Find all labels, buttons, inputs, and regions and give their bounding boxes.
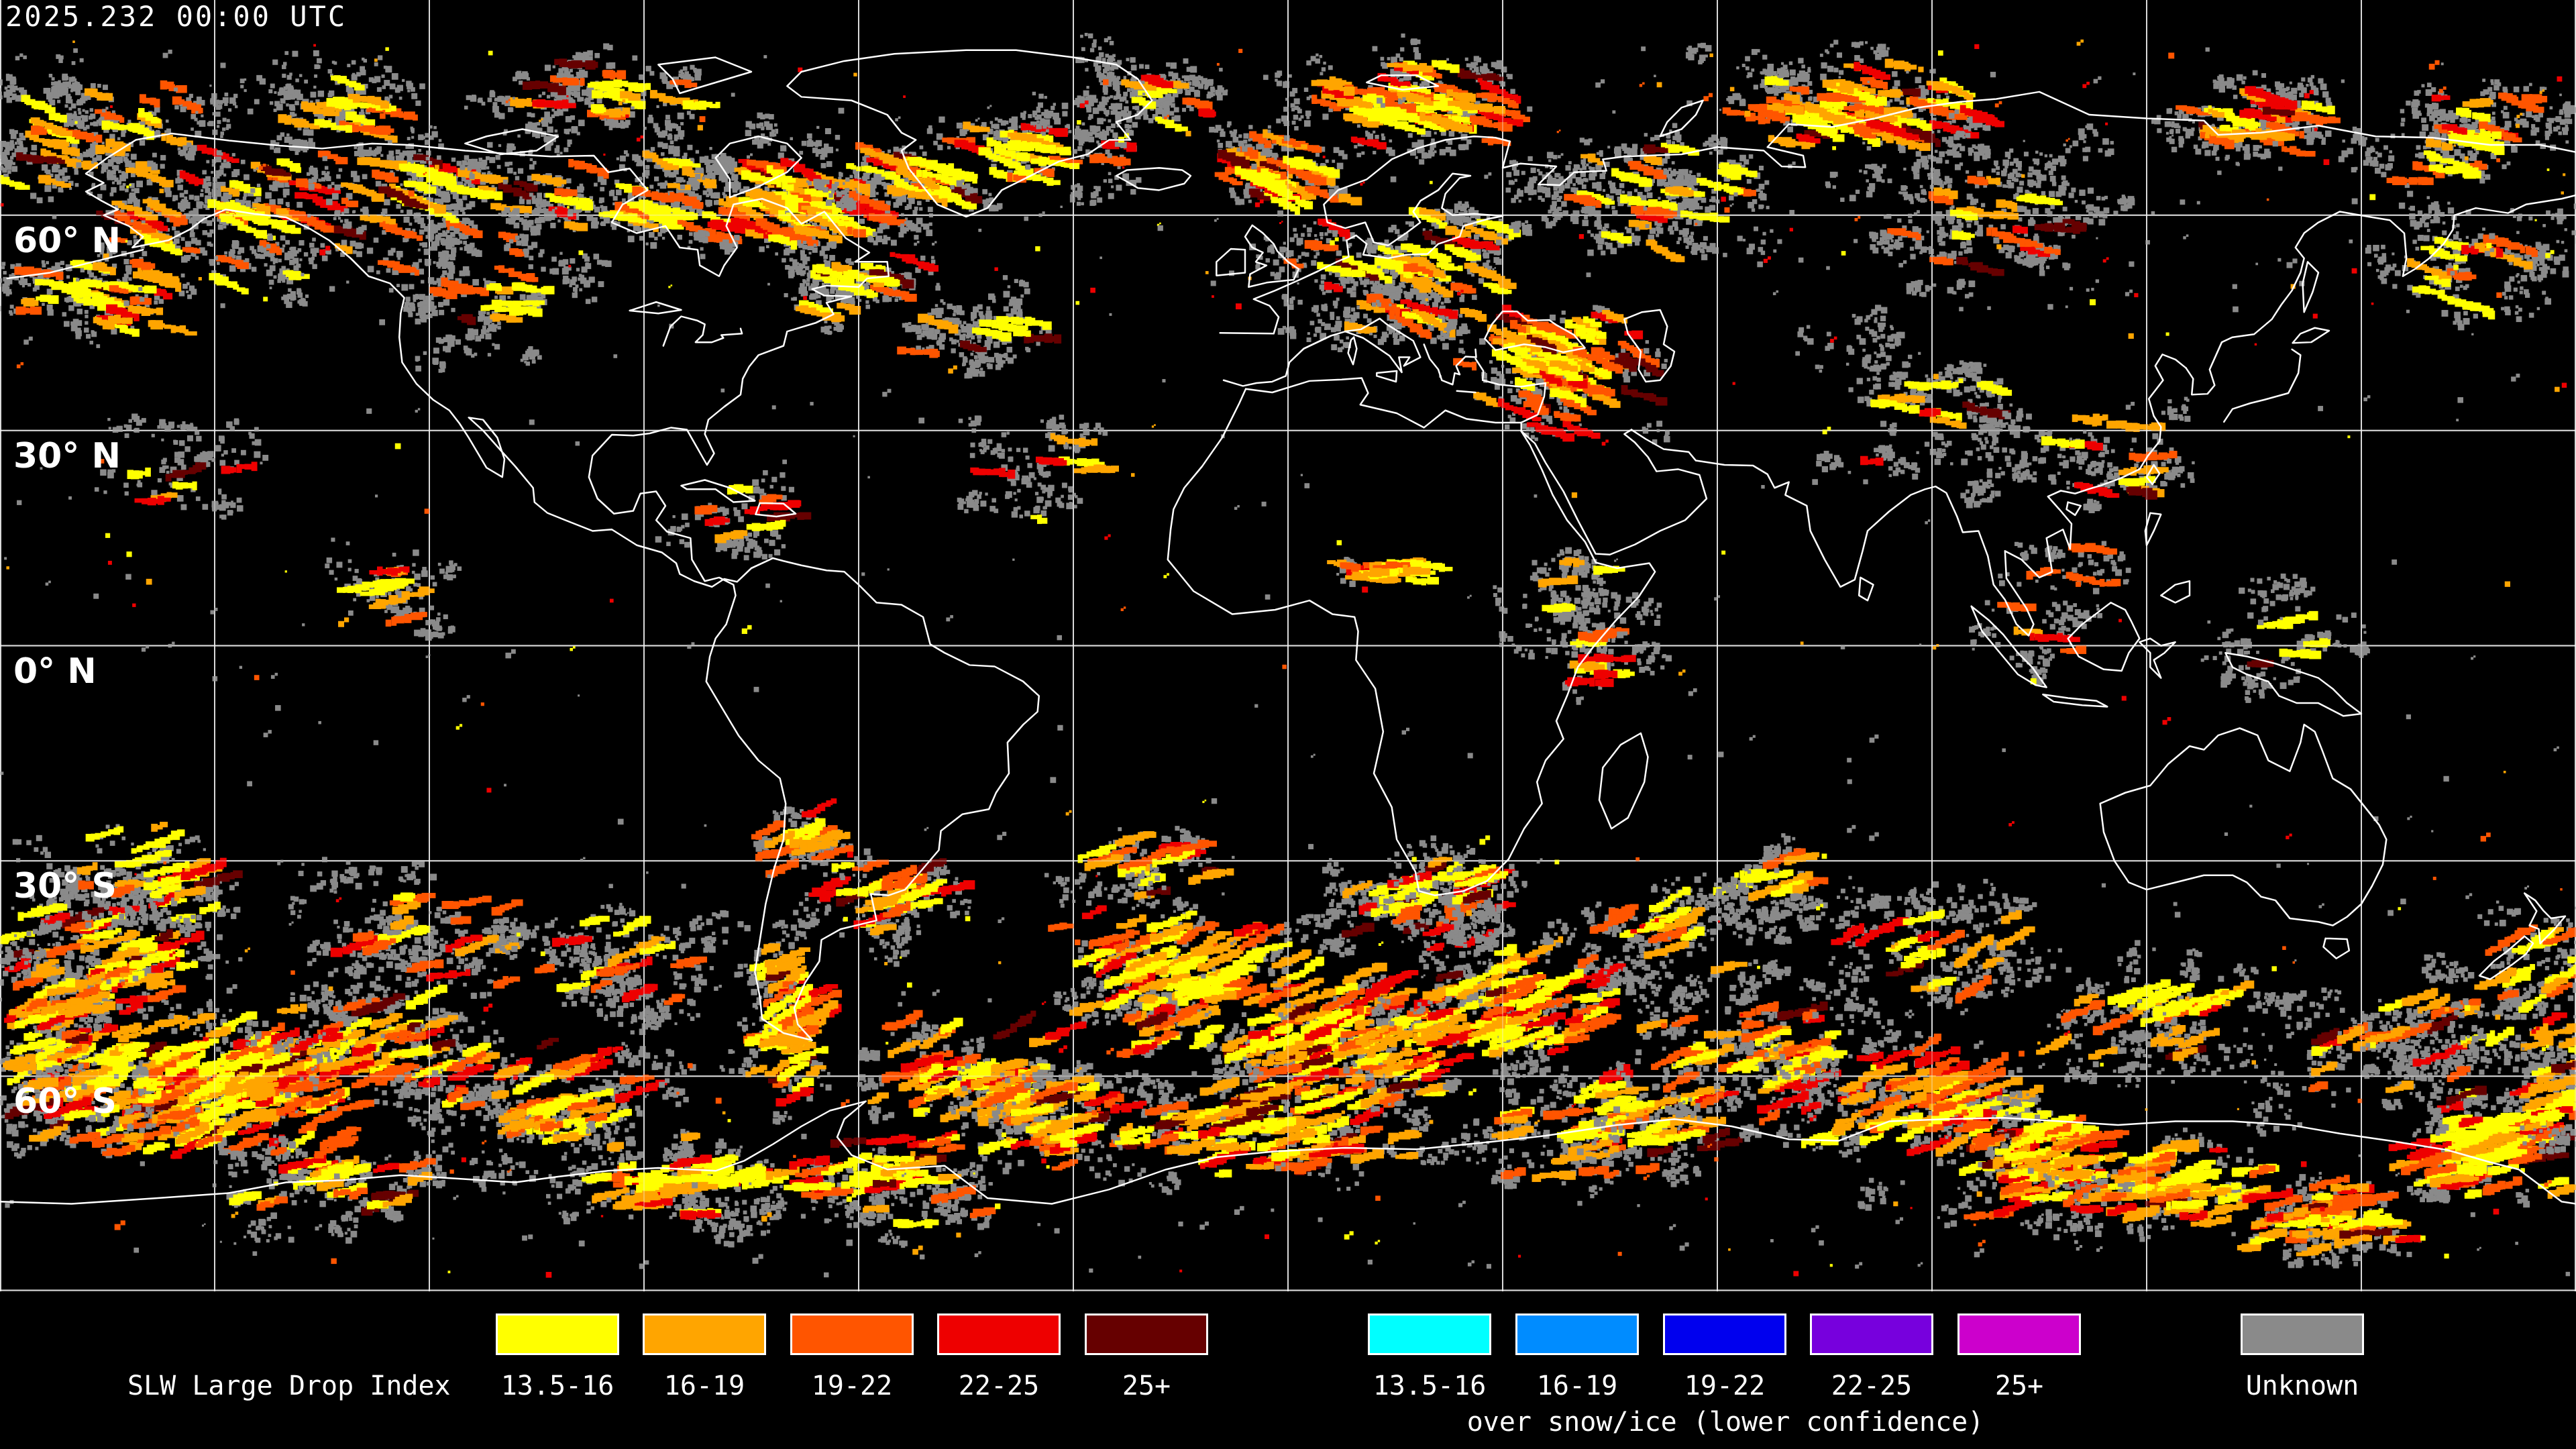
legend-title: SLW Large Drop Index [127, 1371, 451, 1401]
legend-swatch-label-snow-ice-0: 13.5-16 [1373, 1371, 1487, 1401]
lat-label-0: 0° N [13, 651, 97, 692]
legend-swatch-standard-0 [496, 1313, 619, 1355]
legend-swatch-label-standard-3: 22-25 [958, 1371, 1040, 1401]
legend: SLW Large Drop Index over snow/ice (lowe… [0, 1291, 2576, 1449]
legend-swatch-unknown [2241, 1313, 2364, 1355]
legend-swatch-label-unknown: Unknown [2245, 1371, 2359, 1401]
legend-swatch-label-standard-4: 25+ [1122, 1371, 1171, 1401]
timestamp: 2025.232 00:00 UTC [5, 0, 347, 33]
legend-swatch-label-standard-2: 19-22 [811, 1371, 893, 1401]
legend-swatch-label-snow-ice-4: 25+ [1994, 1371, 2044, 1401]
legend-swatch-snow-ice-1 [1515, 1313, 1639, 1355]
world-map-canvas [0, 0, 2576, 1291]
legend-swatch-label-standard-0: 13.5-16 [500, 1371, 614, 1401]
lat-label-30: 30° N [13, 435, 121, 476]
legend-swatch-label-standard-1: 16-19 [663, 1371, 745, 1401]
legend-swatch-label-snow-ice-3: 22-25 [1831, 1371, 1913, 1401]
lat-label--60: 60° S [13, 1081, 117, 1122]
legend-swatch-snow-ice-2 [1663, 1313, 1786, 1355]
legend-swatch-snow-ice-4 [1957, 1313, 2081, 1355]
legend-swatch-label-snow-ice-2: 19-22 [1684, 1371, 1766, 1401]
legend-swatch-standard-2 [790, 1313, 914, 1355]
legend-swatch-standard-4 [1085, 1313, 1208, 1355]
legend-swatch-standard-3 [937, 1313, 1061, 1355]
lat-label-60: 60° N [13, 220, 121, 261]
legend-swatch-snow-ice-3 [1810, 1313, 1933, 1355]
legend-swatch-standard-1 [643, 1313, 766, 1355]
legend-swatch-snow-ice-0 [1368, 1313, 1491, 1355]
legend-snow-ice-caption: over snow/ice (lower confidence) [1466, 1407, 1984, 1438]
lat-label--30: 30° S [13, 866, 117, 907]
legend-swatch-label-snow-ice-1: 16-19 [1536, 1371, 1618, 1401]
